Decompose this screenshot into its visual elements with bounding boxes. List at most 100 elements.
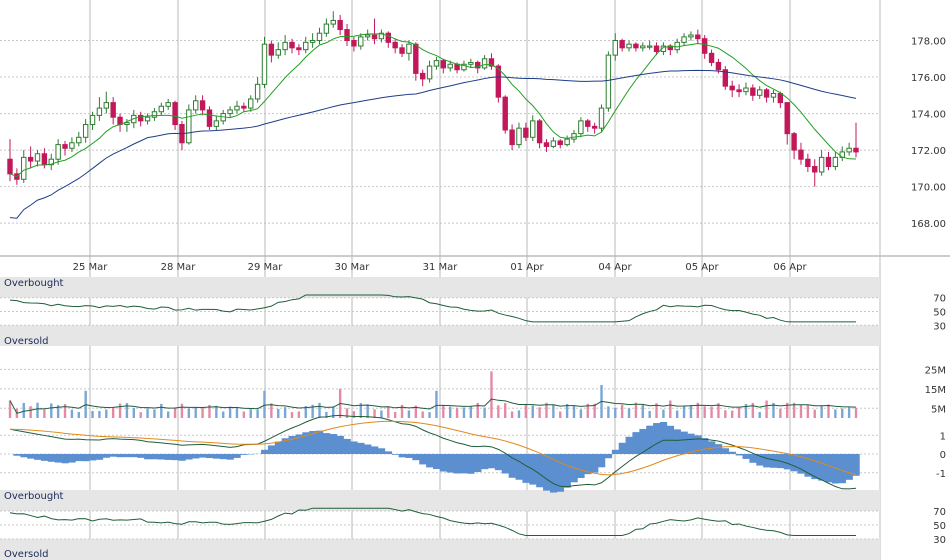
candle-body xyxy=(605,54,612,109)
macd-histogram-bar xyxy=(384,451,393,454)
macd-histogram-bar xyxy=(611,449,620,454)
candle-body xyxy=(825,156,832,168)
candle-body xyxy=(82,124,89,138)
macd-histogram-bar xyxy=(790,454,798,472)
candle-body xyxy=(832,156,839,168)
macd-histogram-bar xyxy=(151,454,159,460)
candle-body xyxy=(144,116,151,122)
volume-tick-label: 5M xyxy=(931,404,946,415)
macd-histogram-bar xyxy=(54,454,62,463)
volume-bar xyxy=(724,410,727,418)
macd-histogram-bar xyxy=(226,454,234,460)
volume-bar xyxy=(393,412,397,418)
volume-bar xyxy=(586,403,589,418)
macd-histogram-bar xyxy=(357,442,365,454)
candle-body xyxy=(371,34,378,40)
macd-histogram-bar xyxy=(295,434,303,454)
candle-body xyxy=(805,158,811,168)
macd-histogram-bar xyxy=(749,454,757,463)
volume-bar xyxy=(277,408,280,418)
volume-bar xyxy=(407,410,411,418)
candle-body xyxy=(578,120,584,135)
candle-body xyxy=(378,32,385,40)
macd-histogram-bar xyxy=(405,454,413,458)
macd-histogram-bar xyxy=(82,454,90,462)
macd-histogram-bar xyxy=(481,454,489,470)
macd-histogram-bar xyxy=(494,454,503,471)
macd-histogram-bar xyxy=(302,432,310,454)
macd-histogram-bar xyxy=(646,425,654,454)
candle-body xyxy=(392,41,398,49)
candle-body xyxy=(564,138,570,146)
volume-bar xyxy=(8,400,12,418)
candle-body xyxy=(165,102,171,107)
candle-body xyxy=(199,100,206,111)
candle-body xyxy=(530,120,536,138)
date-axis-label: 31 Mar xyxy=(423,262,459,273)
candle-body xyxy=(523,127,529,138)
volume-bar xyxy=(827,404,830,418)
short-moving-average-line xyxy=(9,33,857,178)
volume-bar xyxy=(779,408,782,418)
macd-histogram-bar xyxy=(130,454,138,458)
candle-body xyxy=(653,45,660,52)
macd-histogram-bar xyxy=(123,454,131,458)
candle-body xyxy=(186,109,192,144)
candle-body xyxy=(646,45,653,48)
macd-histogram-bar xyxy=(391,454,399,455)
macd-histogram-bar xyxy=(316,430,324,454)
volume-bar xyxy=(448,406,452,418)
oversold-band xyxy=(0,539,880,560)
macd-histogram-bar xyxy=(536,454,544,488)
volume-bar xyxy=(476,402,479,418)
candle-body xyxy=(757,89,763,96)
volume-bar xyxy=(387,406,390,418)
candle-body xyxy=(791,133,797,151)
volume-bar xyxy=(235,407,239,418)
volume-bar xyxy=(655,403,658,418)
candle-body xyxy=(475,61,481,69)
candle-body xyxy=(282,41,288,51)
candle-body xyxy=(598,107,605,129)
candle-body xyxy=(103,102,109,109)
price-tick-label: 178.00 xyxy=(911,37,946,48)
volume-bar xyxy=(125,403,129,418)
candle-body xyxy=(743,87,749,93)
stochastic-line xyxy=(9,507,856,536)
candle-body xyxy=(701,38,708,54)
candle-body xyxy=(124,122,130,126)
macd-histogram-bar xyxy=(192,454,200,459)
candle-body xyxy=(351,40,357,47)
volume-bar xyxy=(607,406,610,418)
macd-histogram-bar xyxy=(212,454,221,459)
volume-bar xyxy=(717,403,720,418)
volume-bar xyxy=(737,407,741,418)
date-axis-label: 25 Mar xyxy=(73,262,109,273)
macd-histogram-bar xyxy=(446,454,454,473)
candle-body xyxy=(626,43,632,49)
candle-body xyxy=(633,43,639,49)
oversold-label-2: Oversold xyxy=(4,549,49,560)
macd-histogram-bar xyxy=(756,454,764,466)
volume-bar xyxy=(304,406,307,418)
volume-bar xyxy=(813,409,816,418)
volume-bar xyxy=(111,407,115,418)
volume-bar xyxy=(847,407,851,418)
volume-bar xyxy=(105,409,108,418)
volume-bar xyxy=(834,409,837,418)
volume-bar xyxy=(744,403,748,418)
candle-body xyxy=(241,105,247,109)
macd-histogram-bar xyxy=(797,454,805,474)
macd-histogram-bar xyxy=(728,451,736,454)
candle-body xyxy=(330,19,336,25)
macd-histogram-bar xyxy=(89,454,97,461)
volume-bar xyxy=(345,408,349,418)
candle-body xyxy=(674,41,680,51)
macd-histogram-bar xyxy=(343,438,351,454)
candle-body xyxy=(34,153,41,162)
volume-bar xyxy=(579,409,583,418)
volume-bar xyxy=(854,407,858,418)
volume-bar xyxy=(414,405,418,418)
candle-body xyxy=(385,32,391,43)
